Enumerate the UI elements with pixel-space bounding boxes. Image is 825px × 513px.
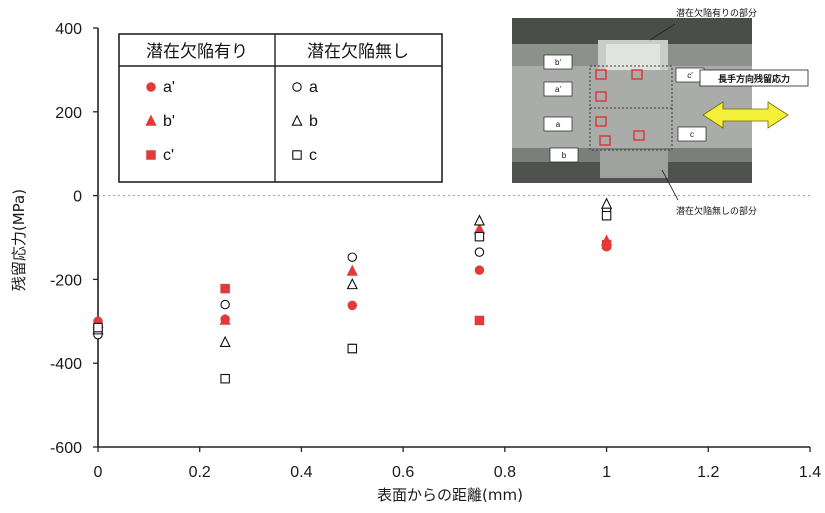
photo-label: b — [562, 151, 567, 160]
inset-photo: b' a' a b c' c 長手方向残留応力 潜在欠陥有りの部分 潜在欠陥無しの部分 — [512, 7, 809, 217]
x-tick-label: 0.4 — [290, 464, 312, 481]
point-b — [600, 197, 613, 209]
point-a-prime — [474, 265, 485, 275]
x-tick-label: 0.8 — [494, 464, 516, 481]
legend-marker-c-prime — [146, 150, 156, 160]
x-tick-label: 0.6 — [392, 464, 414, 481]
point-a-prime — [347, 300, 358, 311]
photo-label: c — [690, 130, 694, 139]
photo-label-box — [549, 147, 579, 163]
point-a — [474, 247, 485, 257]
point-c — [220, 373, 230, 384]
legend-marker-b — [291, 114, 303, 126]
photo-label: a — [556, 120, 561, 129]
point-c — [347, 343, 358, 354]
legend-header-without-defect: 潜在欠陥無し — [307, 42, 409, 62]
y-tick-label: 400 — [55, 21, 82, 38]
photo-label: c' — [687, 71, 693, 80]
photo-label-box — [543, 54, 573, 70]
legend-marker-b-prime — [145, 114, 157, 126]
point-a — [220, 299, 230, 310]
y-tick-label: -400 — [50, 356, 82, 373]
photo-label-box — [543, 81, 573, 97]
legend-label-c-prime: c' — [163, 147, 174, 164]
point-c-prime — [220, 283, 230, 294]
legend-label-b-prime: b' — [163, 113, 175, 130]
point-c — [601, 210, 612, 221]
callout-without-defect: 潜在欠陥無しの部分 — [676, 205, 757, 217]
legend-label-a: a — [309, 79, 318, 96]
direction-arrow — [702, 101, 789, 129]
legend: 潜在欠陥有り 潜在欠陥無し a' b' c' abc — [118, 33, 443, 183]
legend-label-b: b — [309, 113, 318, 130]
point-b — [219, 335, 231, 348]
y-tick-label: -200 — [50, 272, 82, 289]
point-c-prime — [601, 239, 612, 250]
point-b-prime — [346, 264, 358, 276]
point-b — [346, 277, 358, 290]
legend-header-with-defect: 潜在欠陥有り — [146, 42, 248, 62]
point-c — [474, 231, 485, 242]
point-b — [473, 214, 486, 226]
arrow-label: 長手方向残留応力 — [718, 73, 790, 85]
x-tick-label: 1.2 — [697, 464, 719, 481]
photo-label: a' — [555, 85, 561, 94]
x-tick-label: 1 — [602, 464, 611, 481]
legend-label-c: c — [309, 147, 317, 164]
photo-label-box — [543, 116, 573, 132]
y-tick-label: 200 — [55, 105, 82, 122]
point-c — [93, 322, 103, 333]
data-points — [92, 197, 613, 384]
x-tick-label: 1.4 — [799, 464, 821, 481]
point-c-prime — [474, 315, 485, 326]
legend-label-a-prime: a' — [163, 79, 175, 96]
x-axis-label: 表面からの距離(mm) — [377, 486, 523, 504]
callout-with-defect: 潜在欠陥有りの部分 — [676, 7, 757, 19]
point-a — [347, 252, 358, 262]
y-tick-label: -600 — [50, 440, 82, 457]
x-tick-label: 0.2 — [189, 464, 211, 481]
legend-marker-c — [292, 150, 302, 160]
x-tick-label: 0 — [94, 464, 103, 481]
y-tick-label: 0 — [73, 189, 82, 206]
y-axis-label: 残留応力(MPa) — [10, 189, 28, 291]
axes: 400 200 0 -200 -400 -600 0 0.2 0.4 0.6 0.8 1 1.2 1.4 — [50, 21, 821, 481]
legend-marker-a — [292, 82, 302, 92]
photo-label-box — [677, 126, 707, 142]
legend-marker-a-prime — [146, 82, 156, 92]
point-b-prime — [219, 313, 231, 325]
photo-label: b' — [555, 58, 561, 67]
